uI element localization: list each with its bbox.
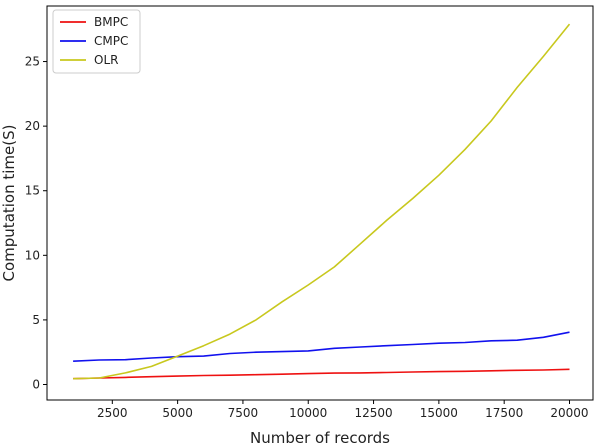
x-tick-label: 15000: [420, 406, 458, 420]
y-tick-label: 25: [25, 55, 40, 69]
legend-label-bmpc: BMPC: [94, 15, 128, 29]
x-tick-label: 7500: [228, 406, 259, 420]
y-tick-label: 20: [25, 119, 40, 133]
y-axis-ticks: 0 5 10 15 20 25: [25, 55, 47, 392]
x-tick-label: 10000: [289, 406, 327, 420]
series-line-olr: [73, 24, 569, 379]
legend-label-olr: OLR: [94, 53, 118, 67]
plot-area: [73, 24, 569, 379]
x-tick-label: 17500: [485, 406, 523, 420]
legend: BMPC CMPC OLR: [53, 10, 140, 73]
y-tick-label: 5: [32, 313, 40, 327]
y-tick-label: 0: [32, 377, 40, 391]
x-tick-label: 12500: [354, 406, 392, 420]
x-tick-label: 2500: [97, 406, 128, 420]
y-tick-label: 15: [25, 184, 40, 198]
x-axis-label: Number of records: [250, 429, 390, 447]
y-tick-label: 10: [25, 248, 40, 262]
x-tick-label: 5000: [162, 406, 193, 420]
x-tick-label: 20000: [550, 406, 588, 420]
x-axis-ticks: 2500 5000 7500 10000 12500 15000 17500 20000: [97, 400, 589, 420]
series-line-cmpc: [73, 332, 569, 361]
legend-label-cmpc: CMPC: [94, 34, 128, 48]
y-axis-label: Computation time(S): [0, 125, 18, 282]
series-line-bmpc: [73, 369, 569, 378]
